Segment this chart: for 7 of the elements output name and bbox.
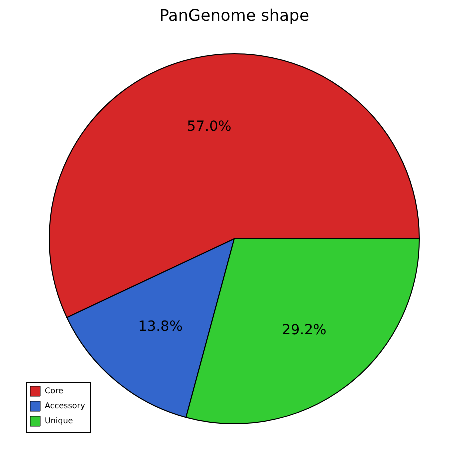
data-label: 13.8% [138,319,183,336]
data-label: 57.0% [187,118,232,135]
legend-label: Core [45,386,64,396]
chart-title: PanGenome shape [160,6,310,25]
data-label: 29.2% [282,322,327,338]
legend-label: Accessory [45,402,86,410]
legend-label: Unique [45,416,74,426]
